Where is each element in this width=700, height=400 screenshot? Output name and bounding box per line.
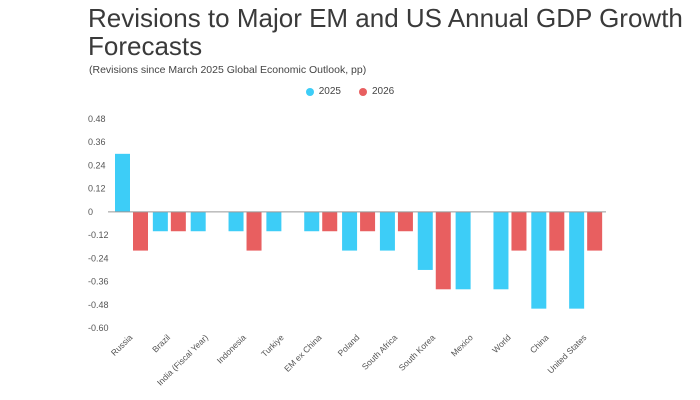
bars bbox=[115, 153, 603, 309]
y-tick-label: 0.48 bbox=[88, 114, 106, 124]
y-tick-label: -0.24 bbox=[88, 253, 109, 263]
chart-title: Revisions to Major EM and US Annual GDP … bbox=[88, 3, 683, 61]
bar-2025-united-states[interactable] bbox=[569, 211, 585, 309]
y-tick-label: -0.12 bbox=[88, 230, 109, 240]
x-tick-label: Russia bbox=[109, 332, 135, 358]
x-tick-label: Turkiye bbox=[259, 332, 286, 359]
bar-2025-china[interactable] bbox=[531, 211, 547, 309]
bar-2025-brazil[interactable] bbox=[152, 211, 168, 232]
x-tick-label: Poland bbox=[336, 332, 362, 358]
y-tick-label: -0.60 bbox=[88, 323, 109, 333]
x-tick-label: Brazil bbox=[150, 332, 172, 354]
bar-2026-south-africa[interactable] bbox=[397, 211, 413, 232]
bar-2026-indonesia[interactable] bbox=[246, 211, 262, 251]
y-tick-label: -0.48 bbox=[88, 300, 109, 310]
x-tick-label: South Africa bbox=[360, 332, 400, 372]
y-tick-label: 0.36 bbox=[88, 137, 106, 147]
y-tick-label: 0 bbox=[88, 207, 93, 217]
bar-2025-turkiye[interactable] bbox=[266, 211, 282, 232]
y-tick-label: 0.24 bbox=[88, 160, 106, 170]
x-tick-label: EM ex China bbox=[282, 332, 324, 374]
y-tick-label: 0.12 bbox=[88, 184, 106, 194]
bar-2025-world[interactable] bbox=[493, 211, 509, 290]
x-tick-label: World bbox=[490, 332, 513, 355]
y-axis-ticks: 0.48 0.36 0.24 0.12 0 -0.12 -0.24 -0.36 -0.48 -0.… bbox=[88, 114, 109, 333]
legend-swatch-2026 bbox=[359, 87, 367, 96]
legend-label-2026: 2026 bbox=[372, 86, 395, 97]
bar-2026-united-states[interactable] bbox=[587, 211, 603, 251]
bar-2025-em-ex-china[interactable] bbox=[304, 211, 320, 232]
legend: 2025 2026 bbox=[0, 86, 700, 97]
x-tick-label: Indonesia bbox=[215, 332, 248, 365]
legend-label-2025: 2025 bbox=[318, 86, 341, 97]
bar-2026-russia[interactable] bbox=[133, 211, 148, 251]
bar-2026-brazil[interactable] bbox=[170, 211, 186, 232]
x-tick-label: South Korea bbox=[397, 332, 438, 373]
x-tick-label: Mexico bbox=[449, 332, 475, 358]
bar-2026-world[interactable] bbox=[511, 211, 527, 251]
bar-2026-south-korea[interactable] bbox=[435, 211, 451, 290]
y-tick-label: -0.36 bbox=[88, 277, 109, 287]
bar-2025-south-africa[interactable] bbox=[379, 211, 395, 251]
bar-2025-poland[interactable] bbox=[342, 211, 358, 251]
chart-subtitle: (Revisions since March 2025 Global Econo… bbox=[89, 64, 367, 76]
bar-2025-indonesia[interactable] bbox=[228, 211, 244, 232]
legend-item-2025[interactable]: 2025 bbox=[305, 86, 341, 97]
bar-2026-poland[interactable] bbox=[360, 211, 376, 232]
bar-2025-russia[interactable] bbox=[115, 153, 130, 212]
x-tick-label: China bbox=[528, 332, 551, 355]
bar-2025-south-korea[interactable] bbox=[417, 211, 433, 270]
bar-2025-mexico[interactable] bbox=[455, 211, 471, 290]
legend-swatch-2025 bbox=[305, 87, 314, 96]
legend-item-2026[interactable]: 2026 bbox=[359, 86, 394, 97]
bar-2026-china[interactable] bbox=[549, 211, 565, 251]
bar-2026-em-ex-china[interactable] bbox=[322, 211, 338, 232]
x-tick-label: United States bbox=[545, 332, 588, 375]
bar-2025-india-fiscal-year-[interactable] bbox=[190, 211, 206, 232]
